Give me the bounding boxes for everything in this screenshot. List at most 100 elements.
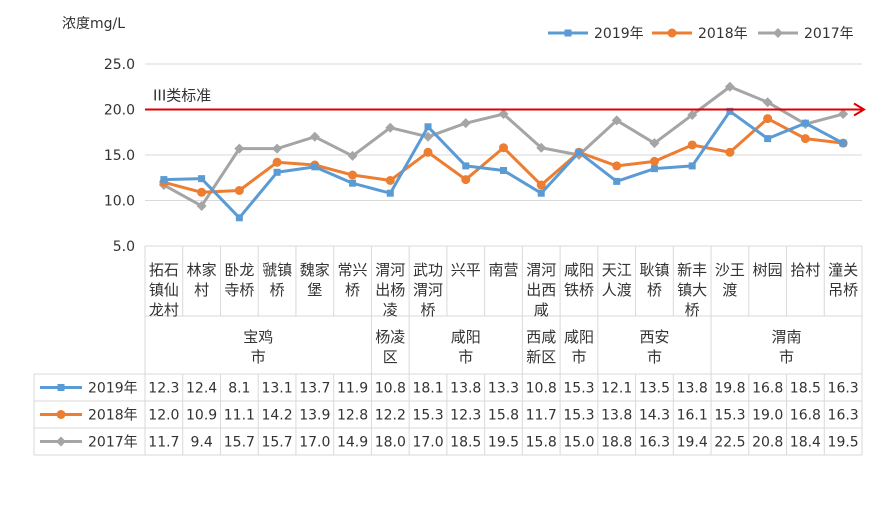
category-label: 常兴 [338, 261, 368, 279]
legend-label-0: 2019年 [594, 26, 644, 42]
data-point-0 [650, 165, 658, 173]
table-key-marker-2 [56, 436, 66, 447]
table-cell-1: 15.3 [563, 408, 594, 424]
category-label: 出杨 [375, 281, 405, 299]
table-cell-2: 15.7 [261, 435, 292, 451]
group-label: 咸阳 [564, 328, 594, 346]
category-label: 虢镇 [262, 261, 292, 279]
table-cell-0: 10.8 [375, 381, 406, 397]
table-row-label-1: 2018年 [88, 408, 138, 424]
data-point-0 [273, 168, 281, 176]
category-label: 天江 [602, 261, 632, 279]
data-point-1 [499, 143, 508, 153]
table-cell-2: 22.5 [714, 435, 745, 451]
group-label: 宝鸡 [243, 328, 273, 346]
table-cell-2: 18.4 [790, 435, 821, 451]
data-point-1 [763, 114, 773, 124]
table-cell-0: 13.1 [261, 381, 292, 397]
table-cell-2: 15.8 [526, 435, 557, 451]
table-cell-1: 16.8 [790, 408, 821, 424]
category-label: 卧龙 [224, 261, 254, 279]
table-cell-0: 10.8 [526, 381, 557, 397]
group-label: 市 [647, 348, 662, 366]
series-line-0 [163, 109, 844, 220]
table-cell-1: 12.0 [148, 408, 179, 424]
table-cell-2: 19.4 [677, 435, 708, 451]
table-cell-2: 19.5 [828, 435, 859, 451]
data-point-2 [687, 109, 698, 120]
category-label: 潼关 [828, 261, 858, 279]
y-tick-label: 5.0 [113, 239, 135, 255]
table-row-label-0: 2019年 [88, 381, 138, 397]
data-point-2 [309, 131, 320, 142]
data-point-0 [462, 162, 470, 170]
data-point-2 [838, 109, 849, 120]
data-point-0 [613, 177, 621, 185]
data-point-1 [272, 157, 282, 167]
category-label: 魏家 [300, 261, 330, 279]
y-tick-label: 15.0 [104, 148, 135, 164]
table-cell-0: 12.1 [601, 381, 632, 397]
data-point-0 [424, 123, 432, 131]
category-label: 镇大 [677, 281, 707, 299]
category-label: 镇仙 [149, 281, 179, 299]
table-cell-1: 16.1 [677, 408, 708, 424]
data-point-1 [649, 156, 659, 166]
table-cell-1: 12.8 [337, 408, 368, 424]
category-label: 出西 [526, 281, 556, 299]
category-label: 人渡 [602, 281, 632, 299]
table-cell-0: 11.9 [337, 381, 368, 397]
table-cell-0: 16.8 [752, 381, 783, 397]
data-point-2 [762, 97, 773, 108]
group-label: 区 [383, 348, 398, 366]
table-cell-0: 18.1 [412, 381, 443, 397]
data-point-0 [311, 163, 319, 171]
data-point-1 [725, 147, 735, 157]
table-cell-1: 15.3 [412, 408, 443, 424]
data-point-1 [687, 140, 697, 150]
table-cell-1: 15.3 [714, 408, 745, 424]
table-cell-2: 18.0 [375, 435, 406, 451]
table-cell-0: 13.7 [299, 381, 330, 397]
category-label: 武功 [413, 261, 443, 279]
table-cell-1: 11.1 [224, 408, 255, 424]
data-point-2 [536, 142, 547, 153]
data-point-2 [423, 131, 434, 142]
group-label: 市 [251, 348, 266, 366]
data-point-2 [460, 118, 471, 129]
category-label: 寺桥 [224, 281, 254, 299]
data-point-2 [385, 122, 396, 133]
category-label: 南营 [488, 261, 518, 279]
table-cell-1: 12.2 [375, 408, 406, 424]
table-cell-2: 19.5 [488, 435, 519, 451]
category-label: 桥 [685, 301, 700, 319]
category-label: 树园 [753, 261, 783, 279]
table-cell-1: 14.2 [261, 408, 292, 424]
table-cell-0: 12.4 [186, 381, 217, 397]
data-point-0 [801, 119, 809, 127]
y-axis-label: 浓度mg/L [62, 16, 125, 32]
table-cell-1: 13.8 [601, 408, 632, 424]
table-cell-2: 16.3 [639, 435, 670, 451]
data-point-1 [612, 161, 622, 171]
table-row-label-2: 2017年 [88, 435, 138, 451]
table-cell-0: 13.3 [488, 381, 519, 397]
table-cell-0: 16.3 [828, 381, 859, 397]
data-point-0 [160, 176, 168, 184]
category-label: 桥 [345, 281, 360, 299]
data-point-1 [385, 175, 395, 185]
category-label: 沙王 [715, 261, 745, 279]
data-point-1 [800, 134, 810, 144]
table-cell-0: 12.3 [148, 381, 179, 397]
legend-label-1: 2018年 [698, 26, 748, 42]
data-point-0 [537, 189, 545, 197]
table-cell-1: 10.9 [186, 408, 217, 424]
category-label: 桥 [647, 281, 662, 299]
data-point-2 [649, 138, 660, 149]
data-point-0 [386, 189, 394, 197]
data-point-1 [234, 185, 244, 195]
table-cell-0: 18.5 [790, 381, 821, 397]
table-cell-0: 13.5 [639, 381, 670, 397]
group-label: 市 [571, 348, 586, 366]
table-cell-0: 15.3 [563, 381, 594, 397]
